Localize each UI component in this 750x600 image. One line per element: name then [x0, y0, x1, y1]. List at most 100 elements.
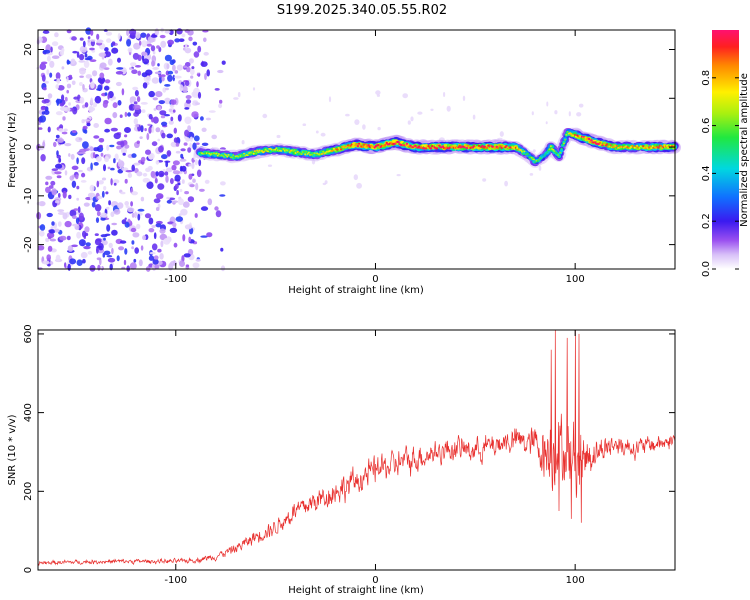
noise-speck [196, 169, 202, 178]
noise-speck [185, 95, 192, 99]
noise-speck [159, 252, 164, 260]
noise-speck [136, 123, 140, 128]
noise-speck [136, 223, 141, 230]
noise-speck [576, 112, 582, 117]
noise-speck [147, 123, 152, 127]
ridge-cell [564, 139, 567, 141]
noise-speck [118, 246, 125, 251]
noise-speck [72, 215, 77, 220]
noise-speck [130, 201, 134, 207]
ridge-cell [349, 144, 352, 147]
noise-speck [159, 195, 163, 199]
noise-speck [109, 144, 115, 148]
spectrogram-x-axis-label: Height of straight line (km) [288, 285, 424, 296]
ridge-cell [431, 145, 434, 148]
noise-speck [160, 115, 166, 119]
noise-speck [200, 116, 204, 121]
ridge-cell [561, 143, 564, 146]
noise-speck [89, 47, 95, 51]
noise-speck [220, 181, 226, 186]
ridge-cell [659, 144, 663, 147]
noise-speck [158, 100, 165, 105]
spectrogram-noise [36, 27, 590, 272]
noise-speck [208, 110, 216, 113]
noise-speck [96, 211, 101, 217]
ridge-cell [208, 152, 211, 155]
ridge-cell [438, 144, 441, 147]
noise-speck [59, 124, 64, 130]
noise-speck [138, 259, 143, 267]
noise-speck [165, 87, 169, 91]
ridge-cell [527, 153, 529, 155]
noise-speck [151, 225, 156, 228]
noise-speck [79, 53, 85, 61]
noise-speck [154, 264, 160, 269]
ridge-cell [361, 145, 364, 148]
noise-speck [200, 61, 208, 67]
noise-speck [179, 260, 185, 268]
ridge-cell [541, 156, 544, 159]
noise-speck [219, 194, 226, 197]
noise-speck [206, 69, 210, 77]
noise-speck [42, 30, 50, 34]
ridge-cell [377, 144, 380, 147]
ridge-cell [563, 142, 565, 145]
noise-speck [85, 74, 92, 79]
ridge-cell [355, 142, 358, 145]
ridge-cell [354, 144, 357, 147]
noise-speck [40, 106, 46, 111]
noise-speck [131, 240, 135, 245]
noise-speck [106, 206, 110, 210]
ridge-cell [636, 144, 639, 147]
ridge-cell [476, 146, 479, 149]
noise-speck [121, 167, 129, 172]
noise-speck [57, 85, 65, 91]
noise-speck [206, 232, 213, 238]
noise-speck [124, 134, 128, 138]
noise-speck [82, 84, 85, 91]
noise-speck [130, 227, 137, 233]
noise-speck [89, 107, 96, 112]
noise-speck [57, 211, 66, 215]
noise-speck [178, 213, 182, 217]
noise-speck [168, 120, 174, 125]
noise-speck [172, 222, 177, 227]
noise-speck [175, 216, 183, 222]
noise-speck [89, 146, 94, 152]
noise-speck [129, 97, 133, 104]
noise-speck [149, 251, 156, 255]
ridge-cell [536, 160, 539, 163]
noise-speck [99, 77, 105, 85]
noise-speck [187, 147, 192, 153]
noise-speck [545, 121, 548, 125]
noise-speck [61, 131, 68, 135]
noise-speck [96, 180, 100, 188]
ridge-cell [231, 156, 234, 159]
noise-speck [42, 260, 50, 265]
noise-speck [200, 235, 208, 238]
noise-speck [184, 191, 190, 195]
noise-speck [237, 92, 241, 98]
ridge-cell [276, 149, 279, 152]
noise-speck [124, 111, 128, 118]
noise-speck [137, 54, 142, 61]
ridge-cell [256, 149, 259, 152]
noise-speck [103, 186, 107, 191]
noise-speck [110, 127, 118, 132]
x-tick-label: -100 [164, 274, 187, 285]
noise-speck [68, 74, 73, 78]
noise-speck [131, 69, 138, 74]
noise-speck [120, 191, 126, 195]
ridge-cell [216, 154, 219, 157]
noise-speck [152, 258, 159, 265]
noise-speck [103, 237, 106, 241]
noise-speck [83, 245, 91, 250]
noise-speck [126, 29, 130, 36]
noise-speck [160, 40, 167, 48]
ridge-cell [552, 148, 555, 151]
noise-speck [69, 209, 77, 217]
noise-speck [195, 258, 201, 262]
noise-speck [69, 258, 77, 265]
ridge-cell [519, 149, 522, 152]
noise-speck [56, 98, 60, 106]
